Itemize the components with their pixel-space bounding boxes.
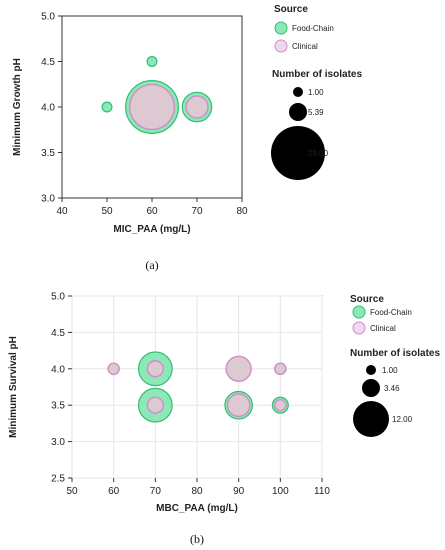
y-tick-label: 4.0	[41, 103, 55, 114]
ticks-b: 50 60 70 80 90 100 110 2.5 3.0 3.5 4.0 4.5 5.0	[51, 292, 330, 498]
x-tick-label: 60	[146, 206, 158, 217]
bubble-clinical	[146, 360, 164, 378]
size-legend-title-b: Number of isolates	[350, 348, 440, 359]
caption-b: (b)	[190, 532, 204, 546]
size-legend-value-small-a: 1.00	[308, 88, 324, 97]
legend-title-a: Source	[274, 4, 308, 15]
x-axis-label-b: MBC_PAA (mg/L)	[156, 503, 238, 514]
size-legend-value-medium-b: 3.46	[384, 384, 400, 393]
y-tick-label: 4.5	[41, 57, 55, 68]
y-tick-label: 4.5	[51, 328, 65, 339]
x-tick-label: 40	[56, 206, 68, 217]
x-tick-label: 60	[108, 486, 120, 497]
bubble-clinical	[274, 398, 287, 412]
size-legend-dot-large-b	[353, 401, 389, 437]
bubbles-b	[107, 351, 289, 423]
size-legend-value-large-a: 29.00	[308, 149, 329, 158]
size-legend-dot-small-b	[366, 365, 376, 375]
x-tick-label: 50	[66, 486, 78, 497]
bubble-food-chain	[146, 55, 158, 67]
legend-label-clinical-b: Clinical	[370, 324, 396, 333]
legend-swatch-clinical-b	[352, 321, 366, 335]
bubble-food-chain	[101, 101, 113, 113]
y-tick-label: 4.0	[51, 364, 65, 375]
legend-label-food-chain-b: Food-Chain	[370, 308, 412, 317]
bubble-clinical	[274, 362, 287, 376]
y-tick-label: 2.5	[51, 474, 65, 485]
panel-b: 50 60 70 80 90 100 110 2.5 3.0 3.5 4.0 4.5 5.0 MBC_P…	[8, 292, 440, 547]
y-tick-label: 3.5	[41, 148, 55, 159]
x-tick-label: 70	[191, 206, 203, 217]
bubbles-a	[101, 55, 213, 134]
x-tick-label: 70	[150, 486, 162, 497]
x-tick-label: 90	[233, 486, 245, 497]
y-tick-label: 3.0	[51, 437, 65, 448]
legend-b: Source Food-Chain Clinical Number of iso…	[350, 294, 440, 437]
y-axis-label-b: Minimum Survival pH	[8, 336, 19, 438]
caption-a: (a)	[145, 258, 158, 272]
ticks-a: 40 50 60 70 80 3.0 3.5 4.0 4.5 5.0	[41, 12, 248, 218]
x-tick-label: 110	[314, 486, 330, 497]
size-legend-title-a: Number of isolates	[272, 69, 362, 80]
bubble-clinical	[225, 355, 252, 383]
y-tick-label: 5.0	[51, 292, 65, 303]
y-tick-label: 5.0	[41, 12, 55, 23]
size-legend-value-medium-a: 5.39	[308, 108, 324, 117]
x-tick-label: 50	[101, 206, 113, 217]
legend-label-clinical-a: Clinical	[292, 42, 318, 51]
bubble-clinical	[226, 393, 251, 418]
size-legend-dot-medium-b	[362, 379, 380, 397]
legend-swatch-food-chain-a	[274, 21, 288, 35]
y-axis-label-a: Minimum Growth pH	[12, 58, 23, 156]
size-legend-value-small-b: 1.00	[382, 366, 398, 375]
y-tick-label: 3.5	[51, 401, 65, 412]
legend-swatch-food-chain-b	[352, 305, 366, 319]
x-tick-label: 100	[272, 486, 289, 497]
legend-title-b: Source	[350, 294, 384, 305]
size-legend-value-large-b: 12.00	[392, 415, 413, 424]
x-axis-label-a: MIC_PAA (mg/L)	[113, 224, 190, 235]
size-legend-dot-large-a	[271, 126, 325, 180]
legend-swatch-clinical-a	[274, 39, 288, 53]
x-tick-label: 80	[236, 206, 248, 217]
bubble-clinical	[146, 396, 164, 414]
panel-a: 40 50 60 70 80 3.0 3.5 4.0 4.5 5.0 MIC_PAA (mg/L)…	[12, 4, 362, 272]
legend-a: Source Food-Chain Clinical Number of iso…	[271, 4, 362, 180]
bubble-clinical	[107, 362, 120, 376]
size-legend-dot-small-a	[293, 87, 303, 97]
y-tick-label: 3.0	[41, 194, 55, 205]
bubble-clinical	[128, 83, 176, 131]
legend-label-food-chain-a: Food-Chain	[292, 24, 334, 33]
size-legend-dot-medium-a	[289, 103, 307, 121]
bubble-clinical	[185, 95, 209, 119]
x-tick-label: 80	[191, 486, 203, 497]
